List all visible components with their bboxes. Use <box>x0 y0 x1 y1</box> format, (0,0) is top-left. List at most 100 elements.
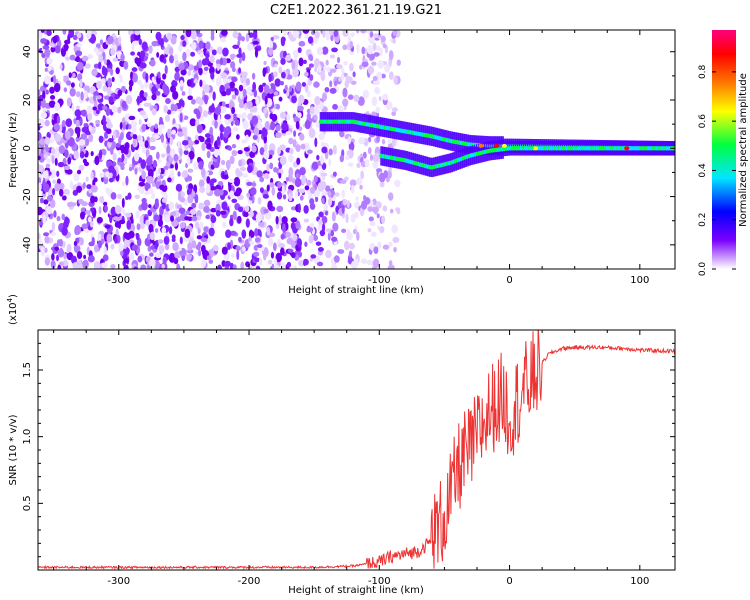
heatmap-cell <box>313 175 318 183</box>
heatmap-cell <box>387 138 392 145</box>
heatmap-cell <box>181 91 186 96</box>
heatmap-cell <box>291 95 297 104</box>
heatmap-cell <box>145 156 153 166</box>
heatmap-cell <box>169 54 175 64</box>
heatmap-cell <box>63 188 70 195</box>
heatmap-cell <box>361 46 366 55</box>
heatmap-cell <box>263 84 270 95</box>
heatmap-cell <box>85 138 90 146</box>
heatmap-cell <box>307 149 313 154</box>
heatmap-cell <box>96 95 103 100</box>
heatmap-cell <box>295 144 301 153</box>
heatmap-cell <box>361 61 369 68</box>
heatmap-cell <box>221 159 226 166</box>
heatmap-cell <box>231 94 237 100</box>
heatmap-cell <box>170 103 175 112</box>
heatmap-cell <box>267 237 274 247</box>
heatmap-cell <box>38 206 43 216</box>
heatmap-cell <box>64 149 69 159</box>
heatmap-cell <box>329 68 337 73</box>
heatmap-cell <box>220 37 226 43</box>
heatmap-cell <box>117 89 123 97</box>
heatmap-cell <box>62 30 67 35</box>
heatmap-cell <box>274 63 278 68</box>
heatmap-cell <box>44 67 48 72</box>
heatmap-cell <box>371 96 378 107</box>
heatmap-cell <box>222 174 229 180</box>
heatmap-cell <box>242 246 246 252</box>
heatmap-cell <box>288 154 294 163</box>
heatmap-cell <box>238 236 242 243</box>
heatmap-cell <box>263 60 267 66</box>
heatmap-cell <box>151 192 156 200</box>
heatmap-cell <box>117 106 122 114</box>
heatmap-cell <box>394 179 401 188</box>
heatmap-cell <box>119 219 126 225</box>
colorbar: 0.0 0.2 0.4 0.6 0.8 Normalized spectral ampl… <box>698 30 749 276</box>
heatmap-cell <box>235 170 243 178</box>
heatmap-cell <box>264 211 272 220</box>
heatmap-cell <box>316 261 324 267</box>
heatmap-cell <box>209 126 213 137</box>
heatmap-cell <box>223 131 229 139</box>
heatmap-cell <box>80 91 84 101</box>
heatmap-cell <box>345 213 349 224</box>
heatmap-cell <box>279 155 287 166</box>
heatmap-cell <box>306 89 311 98</box>
heatmap-cell <box>242 88 247 98</box>
spectrogram-x-label: Height of straight line (km) <box>288 285 424 296</box>
heatmap-cell <box>51 147 56 155</box>
heatmap-cell <box>341 189 346 198</box>
heatmap-cell <box>199 52 205 58</box>
heatmap-cell <box>201 142 206 152</box>
heatmap-cell <box>362 89 369 99</box>
heatmap-cell <box>263 143 268 152</box>
x-tick-label: -300 <box>107 576 130 587</box>
heatmap-cell <box>91 184 98 193</box>
heatmap-cell <box>135 233 140 241</box>
heatmap-cell <box>356 162 361 169</box>
heatmap-cell <box>221 260 226 267</box>
heatmap-cell <box>106 68 112 73</box>
heatmap-cell <box>78 198 84 205</box>
heatmap-cell <box>382 43 387 49</box>
heatmap-cell <box>282 194 287 200</box>
heatmap-cell <box>168 226 173 235</box>
heatmap-cell <box>232 30 239 39</box>
heatmap-cell <box>217 103 221 113</box>
heatmap-cell <box>286 261 292 268</box>
heatmap-cell <box>281 261 285 269</box>
heatmap-cell <box>51 253 55 261</box>
heatmap-cell <box>342 198 348 206</box>
heatmap-cell <box>293 116 301 123</box>
heatmap-cell <box>295 173 300 178</box>
heatmap-cell <box>306 179 312 186</box>
heatmap-cell <box>316 46 323 56</box>
heatmap-cell <box>121 197 125 208</box>
heatmap-cell <box>380 73 386 79</box>
heatmap-cell <box>85 30 92 40</box>
heatmap-cell <box>222 221 227 229</box>
heatmap-cell <box>303 259 307 267</box>
heatmap-cell <box>348 242 355 250</box>
heatmap-cell <box>117 193 122 200</box>
heatmap-cell <box>263 208 269 214</box>
heatmap-cell <box>132 72 138 83</box>
colorbar-tick-label: 0.6 <box>698 114 708 129</box>
heatmap-cell <box>367 44 374 55</box>
heatmap-cell <box>162 256 167 265</box>
heatmap-cell <box>377 60 384 69</box>
heatmap-cell <box>351 260 358 269</box>
heatmap-cell <box>231 253 235 258</box>
heatmap-cell <box>43 75 51 85</box>
heatmap-cell <box>391 107 398 113</box>
heatmap-cell <box>191 240 197 249</box>
heatmap-cell <box>72 72 76 78</box>
heatmap-cell <box>81 126 89 133</box>
heatmap-cell <box>172 90 179 100</box>
heatmap-cell <box>232 264 237 269</box>
heatmap-cell <box>375 106 381 114</box>
heatmap-cell <box>293 265 297 269</box>
heatmap-cell <box>292 67 299 78</box>
heatmap-cell <box>53 82 61 93</box>
